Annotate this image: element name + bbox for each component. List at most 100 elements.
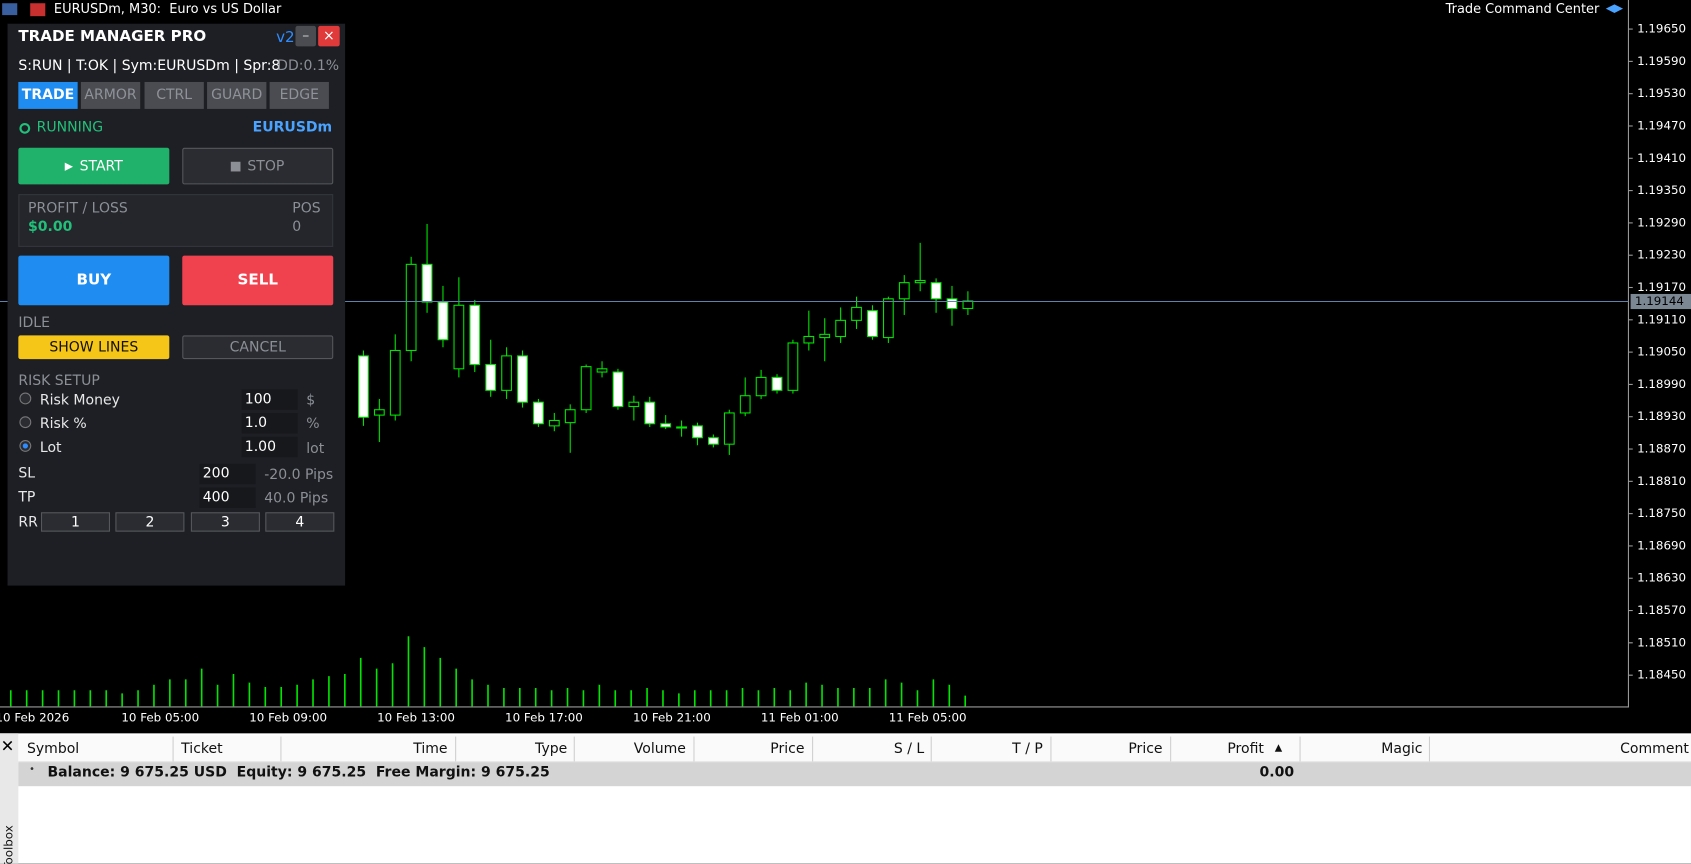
- column-header[interactable]: Price: [1128, 740, 1163, 758]
- column-header[interactable]: Magic: [1381, 740, 1423, 758]
- minimize-button[interactable]: –: [295, 25, 316, 47]
- run-state: RUNNING: [36, 119, 104, 136]
- column-header[interactable]: T / P: [1012, 740, 1043, 758]
- candle-body: [867, 310, 878, 338]
- tp-input[interactable]: 400: [199, 487, 256, 508]
- column-header[interactable]: Price: [770, 740, 805, 758]
- radio-selected[interactable]: [19, 440, 32, 452]
- total-profit: 0.00: [1259, 764, 1295, 781]
- panel-version: v2: [276, 29, 295, 47]
- candle-body: [580, 366, 592, 411]
- close-button[interactable]: ×: [318, 25, 340, 47]
- column-header[interactable]: S / L: [893, 740, 925, 758]
- stop-button[interactable]: STOP: [182, 147, 334, 185]
- show-lines-button[interactable]: SHOW LINES: [18, 335, 170, 360]
- rr-button[interactable]: 1: [40, 512, 111, 532]
- column-separator: [930, 736, 932, 762]
- y-tick-label: 1.19110: [1637, 312, 1686, 326]
- y-tick-label: 1.18630: [1637, 571, 1686, 585]
- risk-input[interactable]: 100: [241, 389, 298, 410]
- risk-input[interactable]: 1.0: [241, 413, 298, 434]
- candle-body: [628, 401, 640, 408]
- start-button[interactable]: ▶ START: [18, 147, 170, 185]
- candle-body: [692, 425, 703, 439]
- cancel-button[interactable]: CANCEL: [182, 335, 334, 360]
- y-tick-label: 1.18990: [1637, 377, 1686, 391]
- y-tick-label: 1.18510: [1637, 635, 1686, 649]
- pos-label: POS: [292, 200, 321, 217]
- toolbox-close[interactable]: ✕: [0, 736, 15, 756]
- y-tick-label: 1.18690: [1637, 538, 1686, 552]
- y-tick-label: 1.19590: [1637, 54, 1686, 68]
- start-label: START: [79, 157, 123, 175]
- risk-unit: %: [306, 416, 320, 433]
- candle-body: [596, 368, 608, 373]
- menu-icon: [2, 3, 18, 16]
- candle-body: [739, 395, 751, 414]
- tab[interactable]: EDGE: [269, 81, 329, 109]
- column-header[interactable]: Type: [535, 740, 568, 758]
- tab[interactable]: TRADE: [18, 81, 78, 109]
- column-header[interactable]: Volume: [633, 740, 686, 758]
- y-tick-label: 1.19650: [1637, 22, 1686, 36]
- candle-body: [405, 263, 417, 352]
- risk-title: RISK SETUP: [18, 373, 100, 390]
- candle-body: [882, 298, 894, 339]
- pl-value: $0.00: [28, 218, 73, 236]
- column-header[interactable]: Symbol: [26, 740, 80, 758]
- column-header[interactable]: Profit: [1227, 740, 1264, 758]
- x-tick-label: 11 Feb 05:00: [889, 711, 967, 725]
- tab[interactable]: GUARD: [207, 81, 267, 109]
- radio[interactable]: [19, 392, 32, 405]
- candle-body: [946, 298, 958, 310]
- candle-body: [898, 282, 910, 300]
- rr-button[interactable]: 4: [265, 512, 335, 532]
- radio[interactable]: [19, 416, 32, 429]
- y-tick-label: 1.19290: [1637, 215, 1686, 229]
- column-separator: [1050, 736, 1052, 762]
- candle-body: [819, 333, 831, 339]
- column-header[interactable]: Ticket: [181, 740, 223, 758]
- sl-label: SL: [18, 465, 36, 483]
- candle-body: [660, 423, 672, 428]
- tab[interactable]: CTRL: [144, 81, 204, 109]
- candle-body: [644, 401, 656, 425]
- risk-unit: lot: [306, 441, 325, 458]
- column-separator: [1170, 736, 1172, 762]
- candle-body: [930, 282, 942, 300]
- sell-button[interactable]: SELL: [182, 255, 334, 306]
- buy-button[interactable]: BUY: [18, 255, 170, 306]
- candle-body: [707, 437, 719, 445]
- bid-label: 1.19144: [1635, 294, 1684, 308]
- column-header[interactable]: Comment: [1620, 740, 1689, 758]
- candle-body: [421, 263, 433, 303]
- price-chart: EURUSDm, M30: Euro vs US Dollar Trade Co…: [0, 0, 1691, 725]
- candle-body: [358, 355, 369, 418]
- column-separator: [573, 736, 575, 762]
- candle-body: [469, 304, 481, 366]
- stop-label: STOP: [247, 157, 285, 175]
- y-tick-label: 1.18750: [1637, 506, 1686, 520]
- column-header[interactable]: Time: [413, 740, 448, 758]
- candle-body: [453, 304, 465, 370]
- pl-label: PROFIT / LOSS: [28, 200, 128, 217]
- status-line: S:RUN | T:OK | Sym:EURUSDm | Spr:8: [18, 58, 281, 75]
- rr-button[interactable]: 3: [190, 512, 260, 532]
- risk-input[interactable]: 1.00: [241, 436, 298, 458]
- column-separator: [172, 736, 174, 762]
- x-tick-label: 10 Feb 21:00: [633, 711, 711, 725]
- hat-icon: [1605, 4, 1624, 13]
- pos-value: 0: [292, 218, 302, 236]
- y-tick-label: 1.19050: [1637, 345, 1686, 359]
- tab[interactable]: ARMOR: [80, 81, 141, 109]
- mode: IDLE: [18, 314, 50, 332]
- pl-box: [18, 194, 334, 247]
- rr-button[interactable]: 2: [115, 512, 185, 532]
- risk-label: Lot: [39, 440, 62, 457]
- sl-input[interactable]: 200: [199, 463, 256, 485]
- x-tick-label: 10 Feb 05:00: [121, 711, 199, 725]
- x-tick-label: 10 Feb 2026: [0, 711, 69, 725]
- y-tick-label: 1.18450: [1637, 668, 1686, 682]
